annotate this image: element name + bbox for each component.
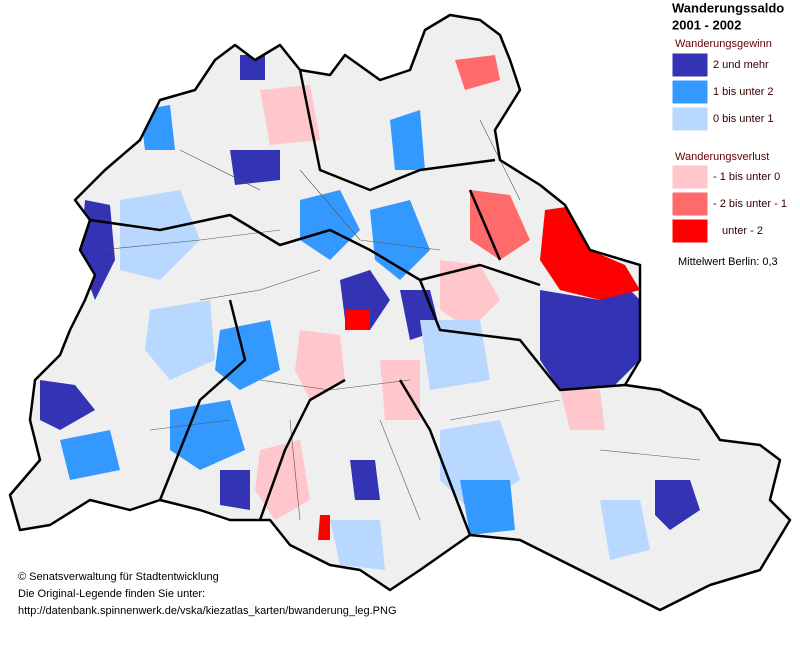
legend-swatch [671,164,709,190]
legend-title: Wanderungssaldo [672,0,784,15]
legend-swatch [671,52,709,78]
legend-heading: Wanderungsverlust [675,151,769,163]
legend-heading: Wanderungsgewinn [675,38,772,50]
credit-line: http://datenbank.spinnenwerk.de/vska/kie… [18,605,397,617]
district-borders [8,13,792,612]
legend-label: 0 bis unter 1 [713,113,774,125]
credit-line: © Senatsverwaltung für Stadtentwicklung [18,571,219,583]
legend-swatch [671,191,709,217]
legend-label: 2 und mehr [713,59,769,71]
credits: © Senatsverwaltung für Stadtentwicklung … [18,571,397,617]
legend-swatch [671,79,709,105]
legend-label: - 2 bis unter - 1 [713,198,787,210]
districts [40,55,700,570]
legend-label: unter - 2 [722,225,763,237]
legend-swatch [671,218,709,244]
credit-line: Die Original-Legende finden Sie unter: [18,588,205,600]
legend-label: - 1 bis unter 0 [713,171,780,183]
legend-swatch [671,106,709,132]
legend-label: 1 bis unter 2 [713,86,774,98]
legend-mean: Mittelwert Berlin: 0,3 [678,256,778,268]
map [8,13,792,612]
legend-subtitle: 2001 - 2002 [672,17,741,32]
legend: Wanderungssaldo 2001 - 2002 Wanderungsge… [671,0,787,268]
